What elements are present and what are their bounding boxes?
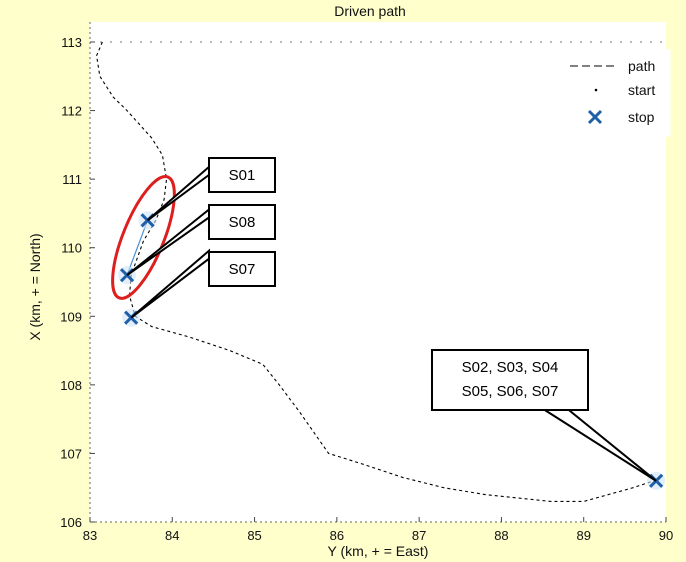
- x-tick-label: 89: [576, 528, 590, 543]
- legend-start-swatch: [594, 88, 598, 92]
- y-axis-label: X (km, + = North): [27, 233, 43, 340]
- callout: S08: [126, 204, 276, 276]
- callout-label: S01: [229, 167, 256, 184]
- y-tick-label: 106: [60, 515, 82, 530]
- x-tick-label: 88: [494, 528, 508, 543]
- ellipse-layer: [111, 175, 176, 300]
- y-tick-label: 108: [60, 378, 82, 393]
- chart-title: Driven path: [334, 3, 406, 19]
- x-tick-label: 83: [83, 528, 97, 543]
- legend-path-label: path: [628, 58, 655, 74]
- legend-start-label: start: [628, 82, 655, 98]
- y-tick-label: 109: [60, 309, 82, 324]
- callout-layer: S01 S08 S07 S02, S03, S04 S05, S06, S07: [126, 157, 657, 482]
- y-tick-label: 113: [61, 35, 82, 50]
- x-tick-label: 86: [330, 528, 344, 543]
- callout: S02, S03, S04 S05, S06, S07: [431, 349, 657, 482]
- callout-label: S08: [229, 214, 256, 231]
- x-axis-label: Y (km, + = East): [328, 543, 429, 559]
- y-tick-label: 107: [60, 446, 82, 461]
- path-layer: [96, 41, 654, 502]
- path-highlight-segment: [126, 220, 149, 276]
- x-tick-label: 90: [659, 528, 673, 543]
- legend-stop-swatch: [587, 109, 603, 125]
- highlight-ellipse: [111, 175, 176, 300]
- callout: S07: [130, 248, 276, 319]
- callout-label: S05, S06, S07: [462, 383, 559, 400]
- x-tick-label: 87: [412, 528, 426, 543]
- legend-box: [557, 49, 671, 137]
- callout: S01: [146, 157, 276, 222]
- callout-label: S02, S03, S04: [462, 359, 559, 376]
- x-tick-label: 84: [165, 528, 179, 543]
- tick-group: 83 84 85 86 87 88 89 90 106 107 108 109 110 111 112 113: [60, 35, 673, 543]
- y-tick-label: 110: [61, 241, 82, 256]
- y-tick-label: 111: [62, 172, 82, 187]
- x-tick-label: 85: [247, 528, 261, 543]
- legend-stop-label: stop: [628, 109, 655, 125]
- legend: path start stop: [557, 49, 671, 137]
- callout-label: S07: [229, 261, 256, 278]
- y-tick-label: 112: [61, 104, 82, 119]
